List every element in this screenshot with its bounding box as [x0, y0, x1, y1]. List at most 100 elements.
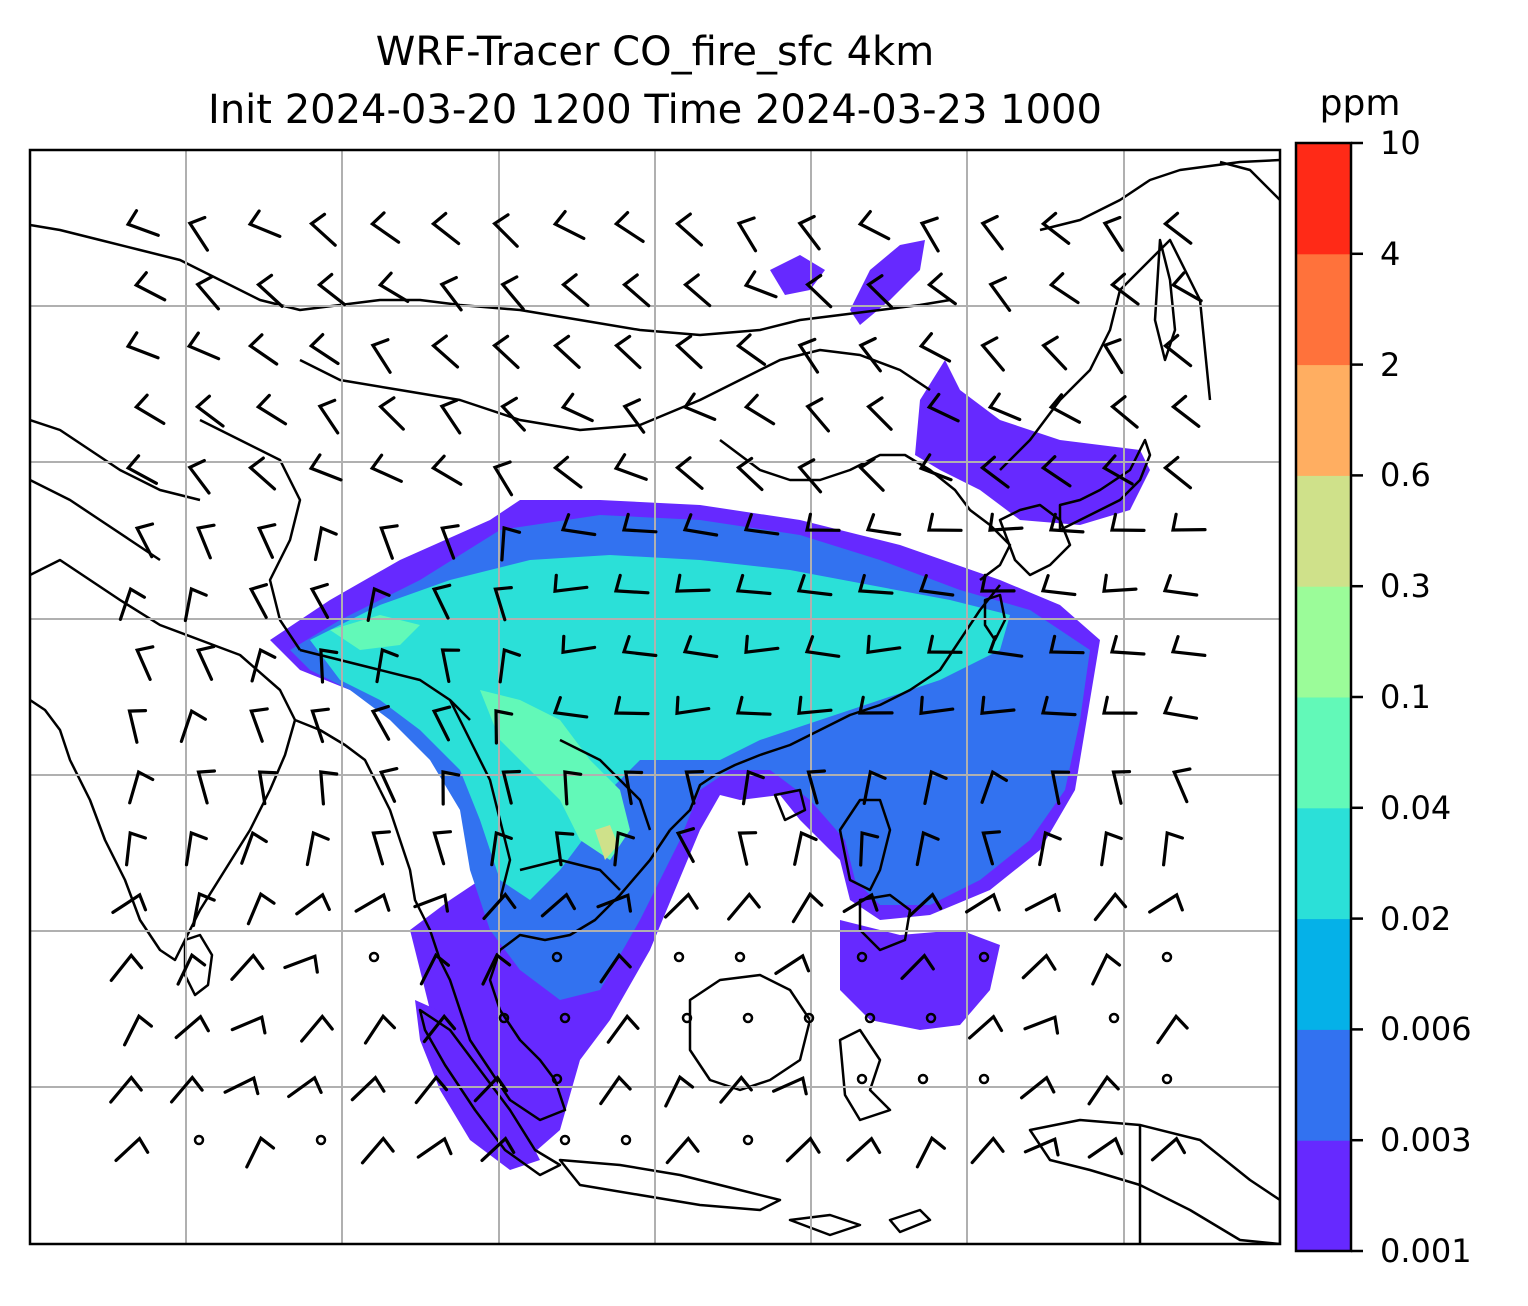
- wind-barb: [300, 1013, 334, 1043]
- wind-calm-marker: [742, 1134, 754, 1146]
- wind-barb: [621, 512, 658, 534]
- wind-barb: [419, 952, 450, 986]
- wind-barb: [682, 273, 712, 308]
- wind-barb: [719, 1074, 753, 1104]
- wind-barb: [981, 830, 1001, 866]
- wind-barb: [682, 392, 717, 421]
- wind-barb: [1170, 394, 1201, 428]
- wind-calm-marker: [734, 951, 746, 963]
- wind-barb: [613, 830, 635, 867]
- wind-barb: [440, 524, 460, 560]
- wind-barb: [866, 634, 902, 655]
- wind-barb: [743, 270, 778, 299]
- wind-barb: [360, 1135, 395, 1165]
- colorbar-tick-label: 0.3: [1380, 567, 1431, 606]
- colorbar-tick-label: 2: [1380, 345, 1401, 384]
- wind-barb: [255, 393, 288, 426]
- wind-barb: [1156, 1013, 1189, 1045]
- wind-barb: [1087, 1136, 1124, 1159]
- wind-barb: [675, 695, 711, 716]
- wind-barb: [968, 1014, 1004, 1040]
- coastline-indochina: [378, 789, 672, 1122]
- wind-barb: [552, 210, 586, 240]
- wind-barb: [170, 1074, 204, 1104]
- wind-barb: [1020, 1075, 1056, 1100]
- wind-barb: [621, 635, 658, 658]
- wind-barb: [287, 1075, 323, 1099]
- wind-barb: [109, 1074, 143, 1104]
- wind-barb: [797, 458, 823, 494]
- wind-barb: [918, 332, 952, 363]
- wind-calm-marker: [551, 1073, 563, 1085]
- wind-barb: [255, 273, 284, 308]
- tracer-fill-far-northeast: [850, 240, 925, 325]
- wind-barb: [230, 952, 265, 981]
- wind-calm-marker: [681, 1012, 693, 1024]
- wind-barb: [500, 396, 526, 432]
- coastline-hainan: [773, 788, 807, 822]
- wind-calm-marker: [978, 1073, 990, 1085]
- wind-barb: [1048, 272, 1080, 305]
- wind-barb: [919, 695, 955, 716]
- wind-barb: [114, 1136, 150, 1162]
- wind-barb: [125, 830, 147, 867]
- coastline-borneo: [688, 973, 812, 1092]
- wind-barb: [481, 952, 512, 986]
- wind-barb: [805, 512, 841, 532]
- wind-barb: [308, 333, 340, 366]
- wind-barb: [1041, 335, 1068, 371]
- wind-barb: [133, 393, 166, 425]
- wind-barb: [862, 769, 887, 805]
- wind-barb: [1048, 393, 1081, 424]
- coastline-srilanka: [183, 933, 214, 997]
- wind-barb: [682, 513, 719, 537]
- wind-barb: [249, 707, 269, 743]
- wind-barb: [772, 1075, 808, 1096]
- wind-barb: [621, 273, 651, 308]
- wind-barb: [674, 334, 703, 369]
- wind-barb: [354, 892, 391, 913]
- wind-calm-marker: [742, 1012, 754, 1024]
- wind-barb: [743, 513, 780, 536]
- wind-barb: [195, 523, 216, 560]
- wind-barb: [797, 337, 820, 374]
- wind-barb: [363, 1013, 396, 1045]
- wind-barb: [1021, 953, 1057, 980]
- wind-barb: [247, 456, 277, 491]
- colorbar-tick-label: 0.1: [1380, 678, 1431, 716]
- wind-barb: [987, 635, 1024, 658]
- wind-barb: [492, 213, 519, 248]
- coastline-timor: [888, 1208, 932, 1234]
- coastline-okhotsk: [1039, 158, 1280, 232]
- wind-barb: [1110, 512, 1146, 532]
- wind-barb: [310, 707, 330, 744]
- wind-barb: [1171, 767, 1192, 804]
- wind-barb: [196, 769, 216, 805]
- wind-barb: [797, 695, 833, 715]
- wind-barb: [317, 398, 340, 435]
- wind-barb: [737, 831, 758, 866]
- wind-barb: [1048, 512, 1085, 534]
- wind-barb: [183, 586, 208, 623]
- wind-barb: [664, 1074, 695, 1108]
- colorbar-tick-label: 0.6: [1380, 456, 1431, 495]
- coastline-china-south: [669, 584, 1001, 831]
- wind-barb: [1100, 830, 1123, 867]
- wind-barb: [674, 456, 704, 490]
- wind-barb: [918, 453, 953, 482]
- wind-barb: [305, 830, 330, 867]
- wind-barb: [240, 830, 268, 865]
- wind-barb: [195, 275, 220, 311]
- wind-barb: [980, 573, 1016, 593]
- wind-barb: [735, 456, 764, 492]
- wind-barb: [735, 573, 772, 596]
- wind-barb: [133, 271, 167, 302]
- tracer-fill-high-2: [330, 615, 420, 650]
- wind-barb: [174, 1014, 210, 1040]
- wind-barb: [675, 827, 695, 863]
- wind-barb: [473, 1075, 509, 1103]
- wind-barb: [431, 583, 452, 620]
- wind-barb: [1102, 338, 1124, 375]
- gridlines: [30, 150, 1280, 1244]
